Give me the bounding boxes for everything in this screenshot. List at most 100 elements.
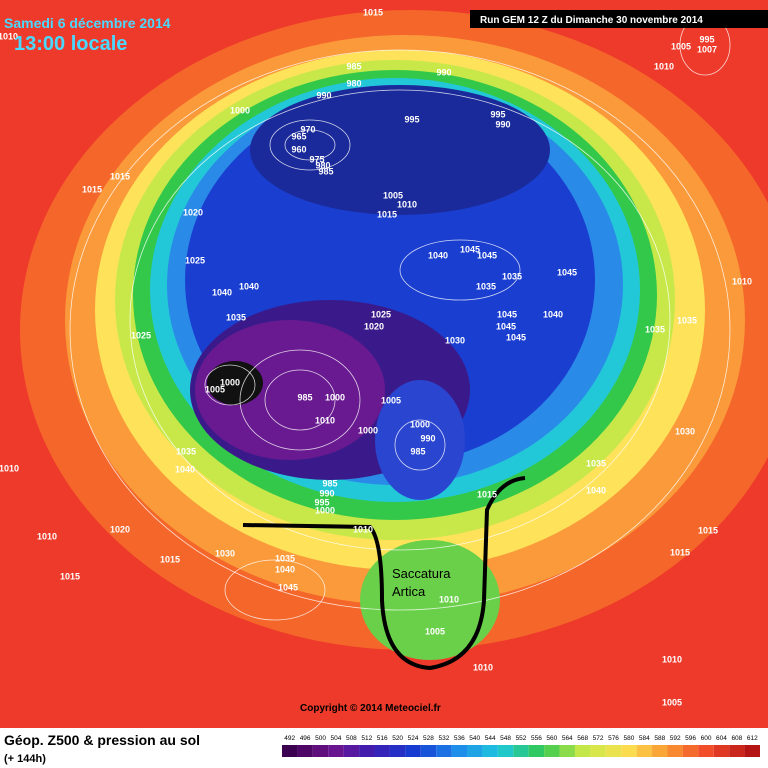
scale-cell — [513, 745, 529, 757]
scale-cell — [667, 745, 683, 757]
scale-cell — [605, 745, 622, 757]
pressure-label: 985 — [346, 61, 361, 71]
pressure-label: 1020 — [364, 321, 384, 331]
pressure-label: 960 — [291, 144, 306, 154]
pressure-label: 990 — [319, 488, 334, 498]
footer-lead: (+ 144h) — [4, 753, 46, 765]
pressure-label: 1045 — [460, 244, 480, 254]
geopotential-field — [20, 10, 768, 660]
pressure-label: 1045 — [506, 332, 526, 342]
pressure-label: 990 — [316, 90, 331, 100]
pressure-label: 1015 — [377, 209, 397, 219]
scale-label: 520 — [392, 735, 403, 742]
scale-label: 568 — [577, 735, 588, 742]
pressure-label: 1045 — [477, 250, 497, 260]
pressure-label: 1015 — [670, 547, 690, 557]
pressure-label: 1005 — [383, 190, 403, 200]
pressure-label: 1035 — [586, 458, 606, 468]
pressure-label: 995 — [404, 114, 419, 124]
pressure-label: 1010 — [397, 199, 417, 209]
pressure-label: 1035 — [502, 271, 522, 281]
pressure-label: 1045 — [278, 582, 298, 592]
pressure-label: 1000 — [410, 419, 430, 429]
pressure-label: 1040 — [428, 250, 448, 260]
pressure-label: 990 — [420, 433, 435, 443]
pressure-label: 995 — [314, 497, 329, 507]
scale-cell — [729, 745, 745, 757]
pressure-label: 1030 — [445, 335, 465, 345]
pressure-label: 1005 — [671, 41, 691, 51]
pressure-label: 995 — [699, 34, 714, 44]
run: Run GEM 12 Z du Dimanche 30 novembre 201… — [480, 15, 703, 26]
pressure-label: 985 — [322, 478, 337, 488]
scale-label: 504 — [331, 735, 342, 742]
scale-cell — [698, 745, 714, 757]
pressure-label: 1045 — [557, 267, 577, 277]
scale-cell — [482, 745, 498, 757]
pressure-label: 1020 — [110, 524, 130, 534]
scale-label: 608 — [731, 735, 742, 742]
scale-cell — [713, 745, 730, 757]
pressure-label: 1005 — [425, 626, 445, 636]
pressure-label: 970 — [300, 124, 315, 134]
scale-label: 536 — [454, 735, 465, 742]
pressure-label: 990 — [436, 67, 451, 77]
scale-label: 544 — [485, 735, 496, 742]
pressure-label: 1025 — [371, 309, 391, 319]
pressure-label: 1025 — [185, 255, 205, 265]
scale-label: 516 — [377, 735, 388, 742]
pressure-label: 1035 — [176, 446, 196, 456]
copyright: Copyright © 2014 Meteociel.fr — [300, 703, 441, 714]
scale-label: 576 — [608, 735, 619, 742]
pressure-label: 1035 — [226, 312, 246, 322]
pressure-label: 1015 — [160, 554, 180, 564]
pressure-label: 975 — [309, 154, 324, 164]
scale-label: 580 — [624, 735, 635, 742]
scale-cell — [652, 745, 668, 757]
pressure-label: 1040 — [175, 464, 195, 474]
pressure-label: 1010 — [654, 61, 674, 71]
scale-cell — [405, 745, 421, 757]
pressure-label: 995 — [490, 109, 505, 119]
scale-label: 592 — [670, 735, 681, 742]
pressure-label: 1000 — [220, 377, 240, 387]
scale-label: 556 — [531, 735, 542, 742]
pressure-label: 1030 — [215, 548, 235, 558]
scale-label: 508 — [346, 735, 357, 742]
pressure-label: 980 — [315, 160, 330, 170]
scale-cell — [436, 745, 452, 757]
pressure-label: 1000 — [230, 105, 250, 115]
scale-label: 528 — [423, 735, 434, 742]
scale-cell — [559, 745, 575, 757]
pressure-label: 985 — [410, 446, 425, 456]
scale-label: 548 — [500, 735, 511, 742]
scale-cell — [312, 745, 329, 757]
scale-cell — [374, 745, 390, 757]
pressure-label: 1000 — [325, 392, 345, 402]
scale-cell — [389, 745, 406, 757]
pressure-label: 985 — [318, 166, 333, 176]
pressure-label: 1040 — [275, 564, 295, 574]
pressure-label: 980 — [346, 78, 361, 88]
pressure-label: 965 — [291, 131, 306, 141]
pressure-label: 1035 — [275, 553, 295, 563]
pressure-label: 1030 — [675, 426, 695, 436]
pressure-label: 1010 — [0, 463, 19, 473]
scale-cell — [682, 745, 699, 757]
scale-cell — [636, 745, 653, 757]
pressure-label: 1015 — [60, 571, 80, 581]
scale-cell — [574, 745, 591, 757]
pressure-label: 1015 — [110, 171, 130, 181]
pressure-label: 1010 — [439, 594, 459, 604]
scale-label: 604 — [716, 735, 727, 742]
scale-cell — [297, 745, 313, 757]
scale-cell — [497, 745, 514, 757]
pressure-label: 1000 — [315, 505, 335, 515]
scale-label: 564 — [562, 735, 573, 742]
scale-label: 512 — [361, 735, 372, 742]
scale-label: 560 — [546, 735, 557, 742]
pressure-label: 1005 — [381, 395, 401, 405]
time: 13:00 locale — [14, 33, 127, 55]
scale-label: 524 — [408, 735, 419, 742]
